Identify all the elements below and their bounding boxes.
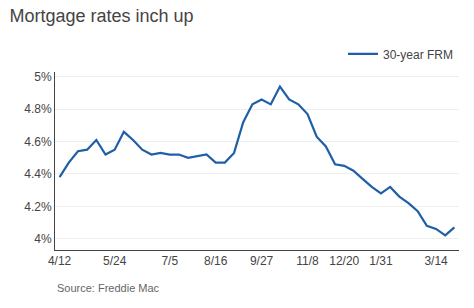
svg-text:4.2%: 4.2% (24, 200, 52, 214)
svg-text:5%: 5% (34, 70, 52, 84)
svg-text:4.4%: 4.4% (24, 167, 52, 181)
svg-text:4.8%: 4.8% (24, 102, 52, 116)
svg-text:4.6%: 4.6% (24, 135, 52, 149)
svg-text:4%: 4% (34, 232, 52, 246)
svg-text:11/8: 11/8 (296, 254, 319, 268)
svg-text:9/27: 9/27 (250, 254, 274, 268)
svg-text:8/16: 8/16 (204, 254, 228, 268)
svg-text:7/5: 7/5 (161, 254, 178, 268)
svg-text:Source: Freddie Mac: Source: Freddie Mac (57, 282, 160, 294)
svg-text:1/31: 1/31 (369, 254, 393, 268)
svg-text:12/20: 12/20 (329, 254, 359, 268)
svg-text:3/14: 3/14 (424, 254, 448, 268)
svg-text:4/12: 4/12 (48, 254, 72, 268)
svg-text:Mortgage rates inch up: Mortgage rates inch up (9, 6, 193, 26)
svg-text:30-year FRM: 30-year FRM (383, 48, 453, 62)
svg-text:5/24: 5/24 (103, 254, 127, 268)
